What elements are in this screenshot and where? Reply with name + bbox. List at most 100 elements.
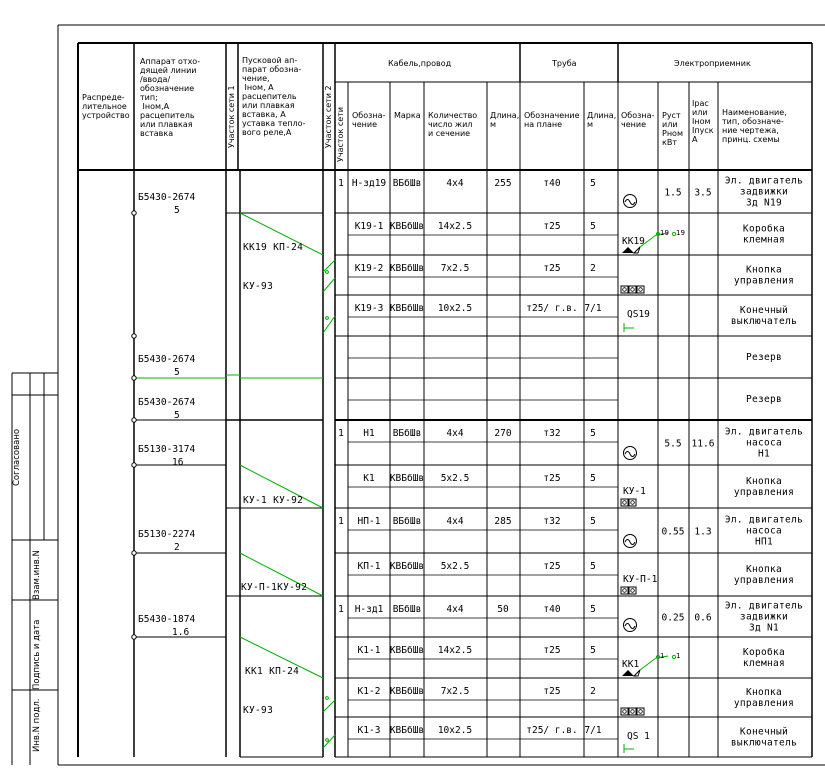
limit-switch-label: QS19 — [627, 309, 650, 320]
row-cable-brand: КВБбШв — [390, 263, 424, 274]
node-marker — [325, 316, 329, 320]
apparatus-rating: 1.6 — [172, 627, 189, 638]
row-cable-designation: Н-зд19 — [352, 178, 387, 189]
row-cable-designation: К1-2 — [358, 686, 381, 697]
row-current: 1.3 — [694, 527, 711, 538]
grid-line — [655, 655, 669, 659]
table-row: К19-3 КВБбШв 10х2.5 т25/ г.в. 7/1 Конечныйвык… — [355, 303, 797, 327]
header-cable-group: Кабель,провод — [388, 59, 452, 68]
header-cable-brand: Марка — [394, 111, 421, 120]
button-dot — [622, 287, 627, 292]
connection-node — [131, 462, 137, 468]
header-receiver-current: Iрас или Iном Iпуск А — [692, 99, 714, 144]
apparatus-type: Б5430-2674 — [138, 354, 195, 365]
terminal-box-icon — [632, 246, 641, 254]
header-pipe-group: Труба — [551, 59, 577, 68]
apparatus-type: Б5430-2674 — [138, 192, 195, 203]
apparatus-column: Б5430-2674 5 Б5430-2674 5 Б5430-2674 5 Б… — [138, 192, 195, 638]
row-pipe-length: 5 — [590, 645, 596, 656]
schematic-symbols: КК19 19 19 QS19 КУ-1 КУ-П-1 КК1 1 1 QS 1 — [620, 194, 685, 753]
row-cable-brand: КВБбШв — [390, 473, 424, 484]
mark-label: 19 — [676, 229, 685, 237]
table-row: К1-3 КВБбШв 10х2.5 т25/ г.в. 7/1 Конечныйвыкл… — [358, 725, 797, 749]
row-receiver-name: управления — [734, 487, 794, 498]
row-cable-designation: НП-1 — [358, 516, 381, 527]
terminal-box-label: КК19 — [622, 236, 645, 247]
row-pipe-designation: т32 — [543, 428, 560, 439]
row-pipe-length: 5 — [590, 604, 596, 615]
row-receiver-name: Н1 — [758, 449, 770, 460]
grid-line — [322, 277, 336, 293]
row-pipe-designation: т25 — [543, 645, 560, 656]
row-pipe-designation: т25 — [543, 473, 560, 484]
connection-node — [131, 375, 137, 381]
row-pipe-length: 5 — [590, 516, 596, 527]
row-cable-brand: КВБбШв — [390, 645, 424, 656]
mark-label: 1 — [676, 652, 680, 660]
row-cable-cores: 7х2.5 — [441, 263, 470, 274]
row-cable-length: 50 — [497, 604, 509, 615]
grid-line — [322, 699, 336, 713]
button-dot — [622, 500, 627, 505]
row-pipe-designation: т25 — [543, 263, 560, 274]
apparatus-rating: 5 — [174, 410, 180, 421]
row-receiver-name: Резерв — [746, 394, 782, 405]
row-power: 5.5 — [664, 439, 681, 450]
terminal-box-label: КК1 — [622, 659, 639, 670]
row-receiver-name: Эл. двигатель — [725, 176, 803, 187]
row-current: 11.6 — [692, 439, 715, 450]
row-section: 1 — [338, 428, 344, 439]
starter-sub: КУ-93 — [243, 281, 273, 292]
row-cable-brand: КВБбШв — [390, 725, 424, 736]
row-cable-cores: 5х2.5 — [441, 561, 470, 572]
limit-switch-label: QS 1 — [627, 731, 650, 742]
button-icon — [636, 285, 645, 294]
row-cable-designation: К19-1 — [355, 221, 384, 232]
row-section: 1 — [338, 178, 344, 189]
button-dot — [630, 500, 635, 505]
row-cable-length: 285 — [494, 516, 511, 527]
motor-icon — [623, 446, 637, 460]
table-rows: 1 Н-зд19 ВБбШв 4х4 255 т40 51.5 3.5Эл. двигател… — [338, 176, 803, 749]
connection-node — [131, 417, 137, 423]
apparatus-rating: 2 — [174, 542, 180, 553]
row-pipe-length: 2 — [590, 263, 596, 274]
row-receiver-name: выключатель — [731, 316, 797, 327]
row-receiver-name: клемная — [743, 658, 785, 669]
mark-label: 19 — [660, 229, 669, 237]
row-cable-cores: 4х4 — [446, 178, 463, 189]
button-dot — [630, 588, 635, 593]
row-receiver-name: Кнопка — [746, 476, 782, 487]
row-pipe-length: 2 — [590, 686, 596, 697]
row-cable-cores: 10х2.5 — [438, 303, 472, 314]
button-icon — [620, 586, 629, 595]
header-cable-cores: Количество число жил и сечение — [428, 111, 477, 138]
row-pipe-length: 5 — [590, 428, 596, 439]
starter-main: КУ-1 КУ-92 — [243, 495, 303, 506]
motor-icon — [623, 194, 637, 208]
header-section2: Участок сети 2 — [324, 85, 333, 148]
mark-label: 1 — [660, 652, 664, 660]
row-cable-cores: 4х4 — [446, 516, 463, 527]
grid-line — [639, 657, 657, 671]
row-receiver-name: выключатель — [731, 738, 797, 749]
row-power: 0.25 — [662, 613, 685, 624]
row-pipe-length: 5 — [590, 561, 596, 572]
button-icon — [620, 498, 629, 507]
connection-node — [131, 550, 137, 556]
row-cable-designation: Н-зд1 — [355, 604, 384, 615]
header-receiver-group: Электроприемник — [674, 59, 751, 68]
green-leader-lines — [226, 212, 336, 749]
motor-icon — [623, 534, 637, 548]
grid-line — [239, 212, 324, 256]
row-pipe-designation: т25 — [543, 221, 560, 232]
button-dot — [622, 709, 627, 714]
row-cable-designation: К1-1 — [358, 645, 381, 656]
mark-dot — [655, 654, 661, 660]
agreed-label: Согласовано — [12, 429, 22, 486]
row-receiver-name: Кнопка — [746, 687, 782, 698]
row-pipe-designation: т25 — [543, 561, 560, 572]
row-receiver-name: Конечный — [740, 305, 788, 316]
